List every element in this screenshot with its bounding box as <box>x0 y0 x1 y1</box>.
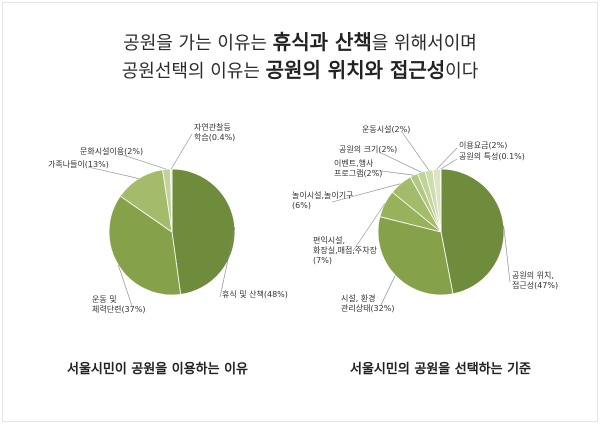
pie-1-label-4: 문화시설이용(2%) <box>80 146 143 156</box>
pie-2-leader-9 <box>440 158 458 170</box>
pie-2-label-7: 운동시설(2%) <box>362 124 410 134</box>
pie-2-leader-1 <box>503 225 511 283</box>
headline-line-1: 공원을 가는 이유는 휴식과 산책을 위해서이며 <box>0 26 600 55</box>
pie-2-label-5: 이벤트,행사 프로그램(2%) <box>334 158 382 178</box>
pie-2-label-9: 공원의 특성(0.1%) <box>459 151 525 161</box>
pie-1-leader-3 <box>87 166 139 179</box>
pie-1-slice-1 <box>171 168 236 295</box>
pie-1-label-3: 가족나들이(13%) <box>48 159 109 169</box>
headline-1-bold: 휴식과 산책 <box>272 30 372 54</box>
pie-2-leader-5 <box>373 169 414 176</box>
pie-1-label-2: 운동 및 체력단련(37%) <box>92 294 145 314</box>
headline-2-text-b: 이다 <box>445 61 479 82</box>
pie-2-label-4: 놀이시설,놀이기구 (6%) <box>292 190 353 210</box>
pie-1-label-5: 자연관찰등 학습(0.4%) <box>194 122 235 142</box>
pie-2-label-8: 이용요금(2%) <box>459 140 507 150</box>
pie-2-leader-8 <box>436 147 458 170</box>
pie-2-label-2: 시설, 환경 관리상태(32%) <box>341 293 394 313</box>
headline-1-text-b: 을 위해서이며 <box>371 33 477 54</box>
pie-1-leader-5 <box>170 133 193 170</box>
pie-2-leader-7 <box>401 131 430 171</box>
pie-2-label-3: 편익시설, 화장실,매점,주차장 (7%) <box>313 235 378 265</box>
headline-2-bold: 공원의 위치와 접근성 <box>265 58 446 82</box>
pie-2-leader-3 <box>352 203 385 252</box>
chart-1-title: 서울시민이 공원을 이용하는 이유 <box>67 362 249 377</box>
pie-chart-2: 공원의 위치, 접근성(47%) 시설, 환경 관리상태(32%) 편익시설, 화장실,매… <box>292 124 558 313</box>
pie-1-leader-2 <box>118 264 133 307</box>
pie-2-label-1: 공원의 위치, 접근성(47%) <box>512 270 558 290</box>
pie-2-leader-4 <box>331 183 401 203</box>
pie-1-slice-5 <box>170 168 173 233</box>
pie-1-leader-4 <box>119 153 167 170</box>
headline-1-text-a: 공원을 가는 이유는 <box>123 33 273 54</box>
pie-1-slice-2 <box>108 195 182 296</box>
chart-2-title: 서울시민의 공원을 선택하는 기준 <box>350 362 532 377</box>
headline-2-text-a: 공원선택의 이유는 <box>121 61 266 82</box>
pie-2-leader-2 <box>380 275 396 306</box>
pie-2-slice-1 <box>440 168 505 295</box>
pie-1-label-1: 휴식 및 산책(48%) <box>222 289 288 299</box>
pie-1-leader-1 <box>219 227 236 298</box>
pie-chart-1: 휴식 및 산책(48%) 운동 및 체력단련(37%) 가족나들이(13%) 문화시설이… <box>48 122 288 314</box>
pie-2-label-6: 공원의 크기(2%) <box>339 144 397 154</box>
headline-line-2: 공원선택의 이유는 공원의 위치와 접근성이다 <box>0 54 600 83</box>
pie-2-leader-6 <box>378 151 422 173</box>
